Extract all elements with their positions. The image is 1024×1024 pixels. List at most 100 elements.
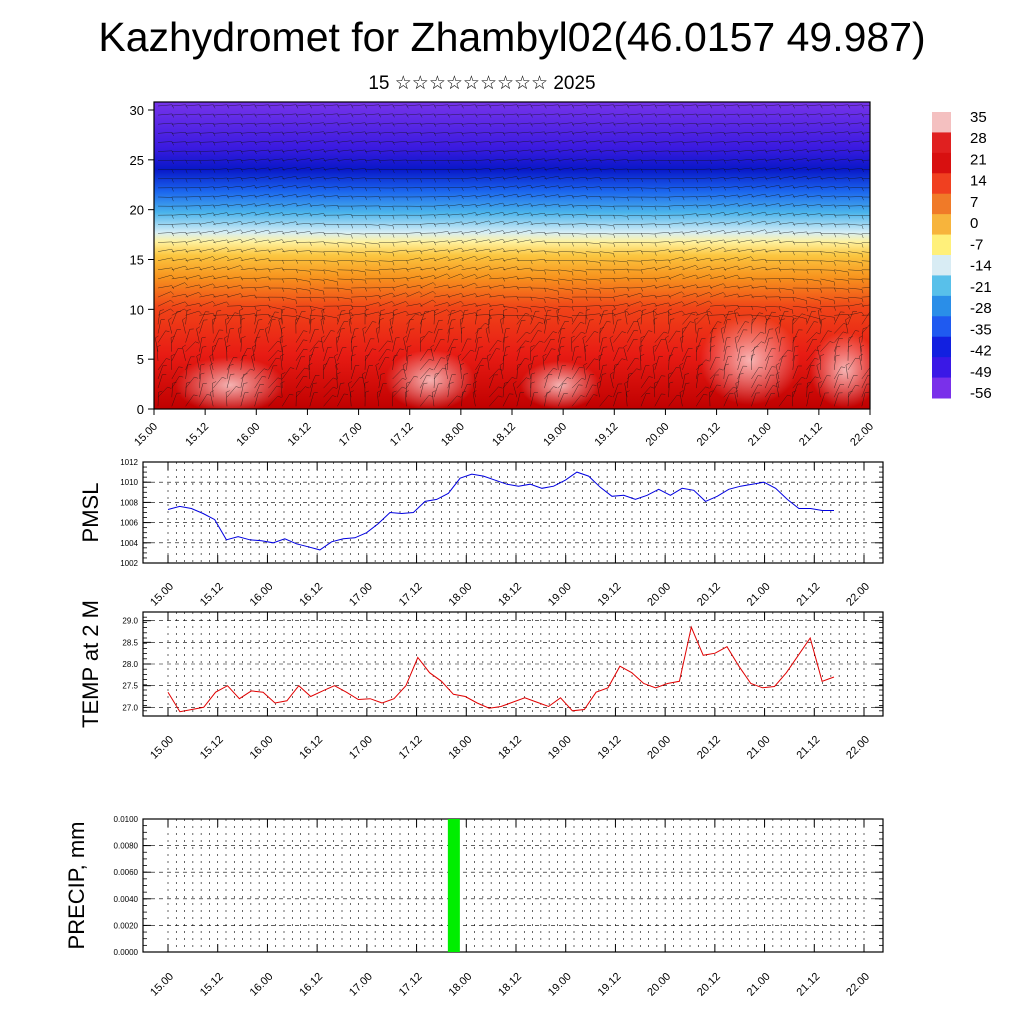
chart-subtitle: 15 ☆☆☆☆☆☆☆☆☆ 2025: [368, 73, 596, 94]
xtick-label: 19.00: [546, 581, 574, 609]
warm-area: [810, 332, 870, 408]
colorbar-label: 21: [970, 151, 987, 168]
warm-area: [700, 315, 800, 405]
heatmap-ytick-label: 15: [130, 253, 144, 268]
ytick-label: 28.0: [122, 660, 138, 669]
xtick-label: 17.12: [397, 734, 425, 762]
heatmap-xtick-label: 17.12: [388, 421, 416, 449]
xtick-label: 21.00: [745, 581, 773, 609]
colorbar-label: 35: [970, 109, 987, 126]
colorbar-swatch: [932, 193, 951, 215]
pmsl-panel: 1002 1004 1006 1008 1010 1012 15.00 15.12 16.00 1…: [78, 458, 884, 609]
xtick-label: 22.00: [844, 971, 872, 999]
heatmap-panel: 0 5 10 15 20 25 30 15.00 15.12 16.00 16.12 17.00 17…: [130, 101, 876, 449]
colorbar-swatch: [932, 214, 951, 236]
heatmap-ytick-label: 10: [130, 302, 144, 317]
series-line: [167, 471, 834, 551]
heatmap-xtick-label: 19.12: [592, 421, 620, 449]
colorbar-label: -28: [970, 300, 992, 317]
colorbar-label: -56: [970, 385, 992, 402]
xtick-label: 15.12: [198, 734, 226, 762]
colorbar-label: -35: [970, 321, 992, 338]
heatmap-ytick-label: 0: [137, 402, 144, 417]
xtick-label: 16.00: [248, 581, 276, 609]
heatmap-xtick-label: 21.12: [797, 421, 825, 449]
colorbar-swatch: [932, 295, 951, 317]
ytick-label: 1002: [120, 559, 138, 568]
xtick-label: 18.00: [446, 971, 474, 999]
heatmap-xtick-label: 15.12: [183, 421, 211, 449]
xtick-label: 16.00: [248, 734, 276, 762]
colorbar-label: 14: [970, 173, 987, 190]
xtick-label: 19.00: [546, 734, 574, 762]
xtick-label: 18.00: [446, 581, 474, 609]
xtick-label: 16.00: [248, 971, 276, 999]
xtick-label: 20.00: [645, 734, 673, 762]
colorbar-swatch: [932, 152, 951, 174]
colorbar-swatch: [932, 255, 951, 276]
ytick-label: 0.0000: [114, 948, 139, 957]
xtick-label: 21.00: [745, 734, 773, 762]
heatmap-xtick-label: 18.00: [439, 421, 467, 449]
colorbar-swatch: [932, 316, 951, 338]
heatmap-xtick-label: 17.00: [337, 421, 365, 449]
ytick-label: 28.5: [122, 638, 138, 647]
xtick-label: 21.12: [794, 971, 822, 999]
temp-panel: 27.0 27.5 28.0 28.5 29.0 15.00 15.12 16.00 16.12…: [78, 600, 884, 762]
xtick-label: 21.12: [794, 734, 822, 762]
xtick-label: 19.12: [596, 734, 624, 762]
heatmap-xtick-label: 15.00: [132, 421, 160, 449]
y-axis-title: PMSL: [78, 483, 103, 543]
colorbar-swatch: [932, 112, 951, 133]
xtick-label: 16.12: [297, 971, 325, 999]
xtick-label: 15.12: [198, 971, 226, 999]
wind-barbs: [154, 104, 870, 407]
colorbar-swatch: [932, 234, 951, 256]
heatmap-xtick-label: 16.00: [234, 421, 262, 449]
ytick-label: 1006: [120, 519, 138, 528]
colorbar: 35 28 21 14 7 0 -7 -14 -21 -28 -35 -42 -49 -56: [932, 109, 992, 402]
series-line: [167, 625, 835, 713]
xtick-label: 18.12: [496, 971, 524, 999]
xtick-label: 17.12: [397, 971, 425, 999]
xtick-label: 16.12: [297, 734, 325, 762]
y-axis-title: TEMP at 2 M: [78, 600, 103, 728]
ytick-label: 1008: [120, 498, 138, 507]
xtick-label: 17.12: [397, 581, 425, 609]
heatmap-ytick-label: 20: [130, 203, 144, 218]
xtick-label: 20.12: [695, 971, 723, 999]
heatmap-ytick-label: 30: [130, 103, 144, 118]
xtick-label: 19.00: [546, 971, 574, 999]
xtick-label: 18.12: [496, 581, 524, 609]
y-axis-title: PRECIP, mm: [64, 822, 89, 950]
chart-title: Kazhydromet for Zhambyl02(46.0157 49.987…: [98, 14, 926, 60]
ytick-label: 27.0: [122, 703, 138, 712]
colorbar-label: -49: [970, 364, 992, 381]
warm-area: [385, 350, 475, 409]
xtick-label: 17.00: [347, 734, 375, 762]
heatmap-xtick-label: 16.12: [286, 421, 314, 449]
ytick-label: 29.0: [122, 617, 138, 626]
heatmap-ytick-label: 25: [130, 153, 144, 168]
xtick-label: 21.00: [745, 971, 773, 999]
colorbar-label: -21: [970, 279, 992, 296]
ytick-label: 27.5: [122, 682, 138, 691]
colorbar-label: 28: [970, 130, 987, 147]
ytick-label: 0.0020: [114, 921, 139, 930]
colorbar-label: -7: [970, 236, 983, 253]
xtick-label: 22.00: [844, 734, 872, 762]
colorbar-swatch: [932, 377, 951, 399]
xtick-label: 18.12: [496, 734, 524, 762]
xtick-label: 20.00: [645, 971, 673, 999]
heatmap-xtick-label: 20.12: [695, 421, 723, 449]
xtick-label: 15.00: [148, 734, 176, 762]
xtick-label: 19.12: [596, 581, 624, 609]
xtick-label: 17.00: [347, 581, 375, 609]
ytick-label: 1012: [120, 458, 138, 467]
heatmap-xtick-label: 20.00: [644, 421, 672, 449]
xtick-label: 16.12: [297, 581, 325, 609]
ytick-label: 1010: [120, 478, 138, 487]
colorbar-swatch: [932, 357, 951, 379]
colorbar-label: -14: [970, 258, 992, 275]
